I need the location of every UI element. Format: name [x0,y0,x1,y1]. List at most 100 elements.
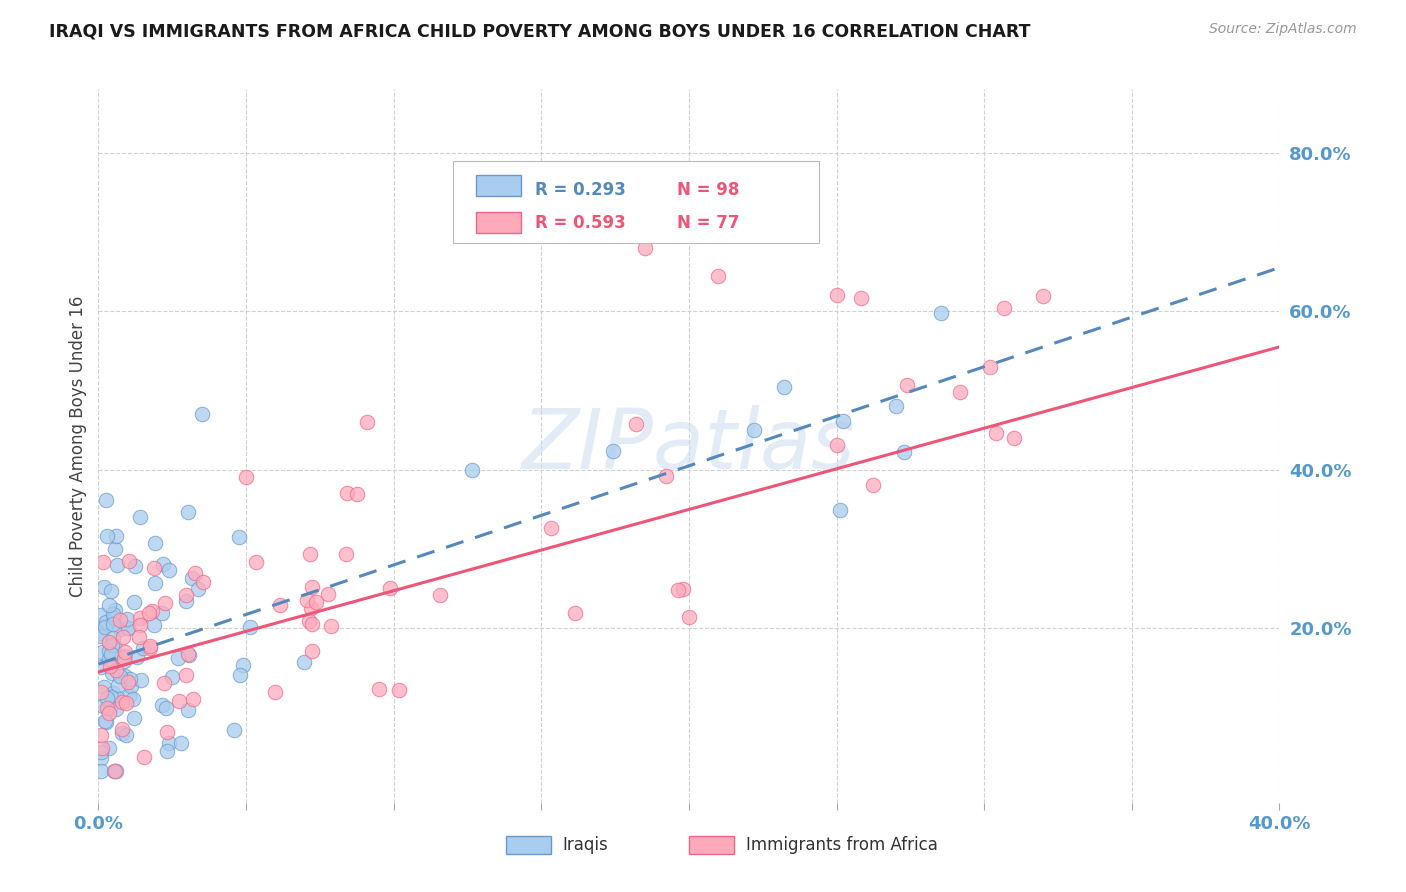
Point [299,547,322,561]
Point [460,463,482,477]
Point [1032,289,1054,303]
Point [269,598,291,612]
Point [228,667,250,681]
Point [174,588,197,602]
Point [94,615,117,630]
Point [707,268,730,283]
Point [825,438,848,452]
Point [356,415,378,429]
Point [564,606,586,620]
Point [602,444,624,458]
Point [671,582,693,597]
Point [155,700,177,714]
Point [655,469,678,483]
Point [143,618,166,632]
Point [103,764,125,778]
Point [138,639,160,653]
Text: Iraqis: Iraqis [562,836,609,854]
Text: Source: ZipAtlas.com: Source: ZipAtlas.com [1209,22,1357,37]
Point [184,566,207,580]
Point [222,723,245,737]
Point [174,667,197,681]
Point [110,722,132,736]
Point [100,638,122,652]
Point [93,680,115,694]
Point [105,663,128,677]
Point [896,377,918,392]
Point [90,660,112,674]
Text: N = 98: N = 98 [678,181,740,199]
Point [321,619,343,633]
Point [90,629,112,643]
Point [101,686,124,700]
Point [156,725,179,739]
Point [93,580,115,594]
Point [90,764,112,778]
Point [115,612,138,626]
Point [301,580,323,594]
Point [103,764,125,778]
Point [235,470,257,484]
Point [191,407,214,421]
Point [132,641,155,656]
Point [96,529,118,543]
Point [169,736,191,750]
Point [336,486,359,500]
FancyBboxPatch shape [689,837,734,855]
Point [152,558,174,572]
Point [103,611,125,625]
Text: ZIPatlas: ZIPatlas [522,406,856,486]
Text: Immigrants from Africa: Immigrants from Africa [745,836,938,854]
Point [101,666,124,681]
Point [114,669,136,683]
Point [893,445,915,459]
Point [245,555,267,569]
Point [177,647,200,661]
Point [98,652,121,666]
Point [105,691,128,706]
Point [122,691,145,706]
Point [177,504,200,518]
Point [143,576,166,591]
Point [129,510,152,524]
Point [142,560,165,574]
Point [143,536,166,550]
Point [98,741,121,756]
Point [984,425,1007,440]
Point [160,670,183,684]
FancyBboxPatch shape [506,837,551,855]
Point [104,603,127,617]
Point [949,385,972,400]
Point [111,726,134,740]
Point [101,617,124,632]
Point [368,681,391,696]
Text: N = 77: N = 77 [678,214,740,232]
Point [1002,431,1025,445]
Point [98,706,121,720]
Point [150,607,173,621]
Point [118,689,141,703]
Text: R = 0.293: R = 0.293 [536,181,626,199]
Point [114,648,136,663]
Point [101,607,124,621]
Point [150,698,173,712]
Point [104,528,127,542]
Point [100,584,122,599]
Point [153,596,176,610]
Point [107,678,129,692]
Point [177,648,200,662]
Point [112,650,135,665]
Point [177,703,200,717]
Point [335,547,357,561]
Point [157,563,180,577]
Point [299,601,322,615]
Point [103,631,125,645]
Point [104,542,127,557]
Point [118,554,141,568]
Point [524,186,547,200]
Point [141,604,163,618]
Point [122,711,145,725]
Point [124,558,146,573]
FancyBboxPatch shape [477,175,522,196]
Point [114,728,136,742]
